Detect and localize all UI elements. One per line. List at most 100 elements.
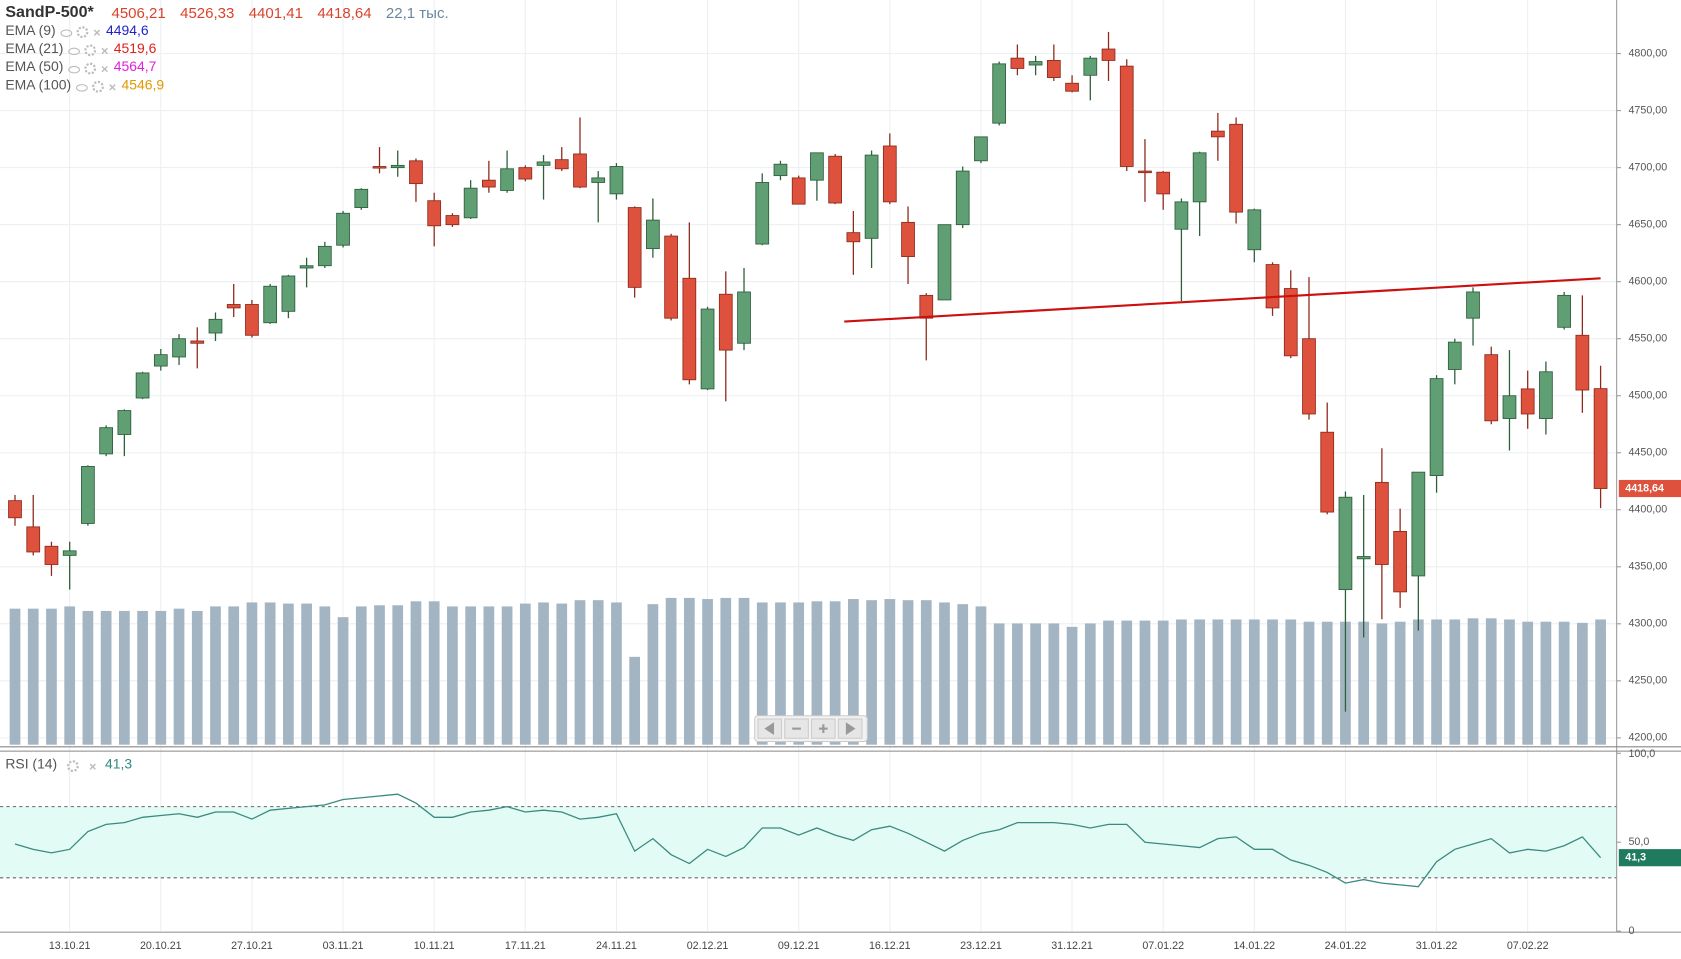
candle-body: [773, 163, 788, 177]
y-tick-label: 4350,00: [1628, 561, 1667, 573]
volume-bar: [939, 602, 950, 745]
volume-bar: [1230, 619, 1242, 745]
volume-bar: [483, 606, 495, 745]
y-tick-label: 4300,00: [1628, 618, 1667, 630]
candle-body: [190, 340, 205, 344]
volume-bar: [46, 608, 57, 745]
volume-bar: [720, 597, 732, 745]
candle-body: [682, 277, 697, 381]
y-tick-label: 4800,00: [1628, 47, 1667, 59]
candle-body: [919, 294, 934, 319]
volume-bar: [793, 602, 805, 745]
volume-bar: [975, 606, 987, 745]
volume-bar: [1030, 623, 1041, 745]
candle-body: [482, 179, 496, 188]
x-tick-label: 24.11.21: [596, 940, 637, 952]
candle-body: [117, 410, 132, 435]
volume-bar: [465, 606, 476, 745]
x-tick-label: 07.01.22: [1142, 940, 1184, 952]
volume-bar: [355, 606, 367, 745]
candle-body: [1593, 388, 1608, 489]
volume-bar: [210, 606, 221, 745]
volume-bar: [1431, 619, 1442, 745]
y-tick-label: 4550,00: [1628, 333, 1667, 345]
volume-bar: [428, 601, 440, 745]
y-tick-label: 4600,00: [1628, 276, 1667, 288]
zoom-in[interactable]: [811, 718, 836, 739]
scroll-right[interactable]: [837, 718, 863, 739]
volume-bar: [702, 599, 713, 745]
x-tick-label: 23.12.21: [960, 940, 1002, 952]
candle-body: [937, 224, 952, 301]
x-tick-label: 03.11.21: [323, 940, 364, 952]
candle-body: [1101, 48, 1116, 61]
x-tick-label: 17.11.21: [505, 940, 546, 952]
volume-bar: [884, 599, 896, 745]
candle-body: [208, 318, 223, 334]
plot: [0, 31, 1617, 888]
gear-icon: [84, 44, 97, 57]
volume-bar: [1577, 622, 1588, 745]
price-tag-label: 4418,64: [1625, 482, 1664, 494]
volume-bar: [866, 600, 877, 745]
gear-icon: [67, 760, 79, 773]
candle-body: [1356, 556, 1371, 560]
candle-body: [1010, 57, 1025, 69]
volume-bar: [829, 601, 841, 745]
scroll-left[interactable]: [757, 718, 783, 739]
x-tick-label: 31.01.22: [1416, 940, 1458, 952]
candle-body: [536, 161, 551, 166]
candle-body: [609, 166, 624, 195]
candle-body: [718, 293, 733, 351]
rsi-line: [14, 793, 1602, 888]
candle-body: [99, 427, 113, 455]
candle-body: [445, 215, 460, 226]
close-icon: [109, 84, 116, 91]
candle-body: [427, 200, 442, 227]
candle-body: [1502, 395, 1517, 419]
candle-body: [336, 212, 350, 246]
volume-bar: [337, 617, 349, 745]
candle-body: [172, 338, 186, 358]
volume-bar: [629, 656, 641, 745]
volume-bar: [1066, 626, 1078, 745]
candle-body: [8, 500, 22, 519]
zoom-out[interactable]: [784, 718, 809, 739]
volume-bar: [1558, 621, 1570, 745]
volume-bar: [1012, 623, 1023, 745]
x-tick-label: 13.10.21: [49, 940, 91, 952]
candle-body: [226, 304, 241, 309]
volume-bar: [902, 600, 914, 745]
price-tag: [1618, 479, 1681, 498]
candle-body: [1028, 61, 1043, 66]
candle-body: [1211, 130, 1225, 138]
volume-bar: [1394, 621, 1406, 745]
y-tick-label: 0: [1628, 925, 1634, 937]
x-tick-label: 02.12.21: [687, 940, 729, 952]
volume-bar: [993, 623, 1005, 745]
volume-bar: [410, 601, 422, 745]
volume-bar: [556, 603, 568, 745]
volume-bar: [374, 605, 385, 745]
y-tick-label: 4200,00: [1628, 732, 1667, 744]
close-icon: [89, 763, 96, 770]
candle-body: [1520, 388, 1535, 415]
volume-bar: [264, 602, 276, 745]
rsi-value-label: 41,3: [105, 756, 132, 772]
volume-bar: [1467, 618, 1479, 745]
volume-bar: [1358, 621, 1370, 745]
candle-body: [573, 153, 587, 188]
volume-bar: [957, 604, 969, 745]
trendline: [844, 277, 1601, 323]
candle-body: [1320, 431, 1335, 513]
indicator-name: EMA (50): [5, 58, 63, 74]
scroll-controls: [754, 715, 868, 743]
indicator-name: EMA (9): [5, 22, 55, 38]
candle-body: [1393, 531, 1407, 593]
candle-body: [263, 285, 278, 324]
volume-bar: [1485, 618, 1497, 745]
volume-bar: [519, 603, 531, 745]
x-tick-label: 09.12.21: [778, 940, 820, 952]
candle-body: [1557, 294, 1572, 328]
